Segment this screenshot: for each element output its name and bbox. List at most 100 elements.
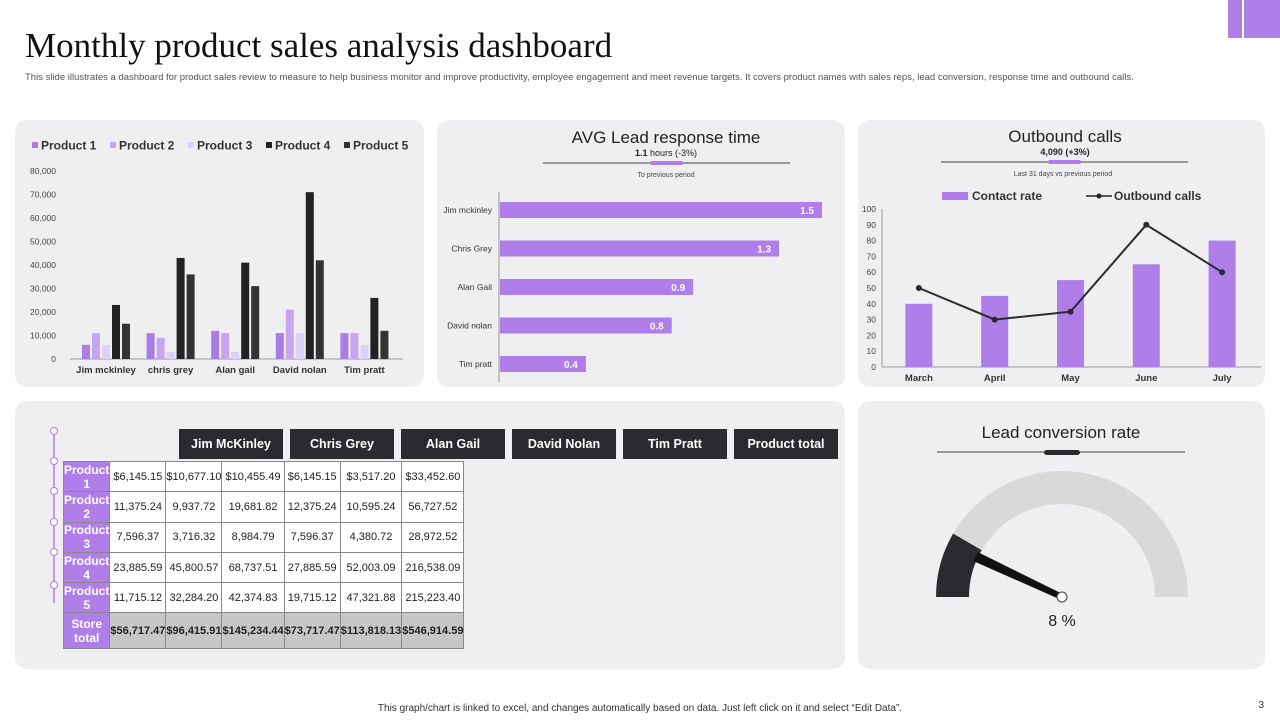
bar [1132, 264, 1160, 367]
bar [122, 323, 130, 359]
sales-by-rep-chart[interactable]: Product 1 Product 2 Product 3 Product 4 Prod… [15, 120, 424, 387]
bar [981, 295, 1009, 367]
table-cell[interactable]: 11,375.24 [109, 491, 167, 523]
row-header[interactable]: Store total [62, 612, 111, 650]
table-cell[interactable]: 216,538.09 [401, 551, 465, 584]
bar [500, 279, 694, 295]
outbound-calls-panel: Outbound calls 4,090 (+3%) Last 31 days vs… [858, 120, 1265, 387]
bar [102, 344, 110, 359]
table-cell[interactable]: 52,003.09 [339, 551, 403, 584]
y-tick-label: 60 [867, 267, 877, 277]
lead-conversion-panel: Lead conversion rate 8 % [858, 401, 1265, 669]
line-point [1219, 269, 1226, 276]
row-header[interactable]: Product 5 [62, 582, 111, 614]
table-cell[interactable]: $33,452.60 [401, 460, 465, 493]
table-cell[interactable]: 47,321.88 [339, 582, 403, 614]
legend-label: Outbound calls [1114, 189, 1202, 203]
table-cell[interactable]: 7,596.37 [283, 521, 341, 553]
table-cell[interactable]: 45,800.57 [165, 551, 223, 584]
table-cell[interactable]: 8,984.79 [221, 521, 285, 553]
row-header[interactable]: Product 2 [62, 491, 111, 523]
table-cell[interactable]: 11,715.12 [109, 582, 167, 614]
table-cell[interactable]: $6,145.15 [109, 460, 167, 493]
table-cell[interactable]: 27,885.59 [283, 551, 341, 584]
table-cell[interactable]: 32,284.20 [165, 582, 223, 614]
table-cell[interactable]: 7,596.37 [109, 521, 167, 553]
bar [340, 333, 349, 359]
row-header[interactable]: Product 3 [62, 521, 111, 553]
table-cell[interactable]: $10,677.10 [165, 460, 223, 493]
legend-label: Product 4 [275, 139, 331, 153]
gauge-title: Lead conversion rate [982, 423, 1141, 442]
line-point [1067, 308, 1074, 315]
table-cell[interactable]: 19,681.82 [221, 491, 285, 523]
table-cell[interactable]: 215,223.40 [401, 582, 465, 614]
y-tick-label: 50 [867, 283, 877, 293]
bar [221, 333, 230, 359]
title-divider-accent [1044, 450, 1080, 455]
table-row: Product 3 7,596.37 3,716.32 8,984.79 7,596.3… [62, 521, 465, 553]
table-cell[interactable]: 9,937.72 [165, 491, 223, 523]
y-tick-label: 90 [867, 220, 877, 230]
kpi-note: To previous period [637, 172, 694, 179]
page-number: 3 [1258, 700, 1264, 711]
x-tick-label: chris grey [148, 365, 194, 376]
row-header[interactable]: Product 4 [62, 551, 111, 584]
table-row: Product 2 11,375.24 9,937.72 19,681.82 12,37… [62, 491, 465, 523]
table-cell[interactable]: $96,415.91 [165, 612, 223, 650]
table-cell[interactable]: $10,455.49 [221, 460, 285, 493]
table-cell[interactable]: 56,727.52 [401, 491, 465, 523]
table-column-headers: Jim McKinley Chris Grey Alan Gail David … [179, 429, 845, 459]
legend-label: Product 5 [353, 139, 409, 153]
timeline-dot [50, 487, 58, 495]
table-cell[interactable]: $73,717.47 [283, 612, 341, 650]
table-cell[interactable]: 12,375.24 [283, 491, 341, 523]
table-cell[interactable]: $6,145.15 [283, 460, 341, 493]
table-cell[interactable]: $145,234.44 [221, 612, 285, 650]
table-total-row: Store total $56,717.47 $96,415.91 $145,234.… [62, 612, 465, 650]
table-cell[interactable]: $56,717.47 [109, 612, 167, 650]
lead-response-panel: AVG Lead response time 1.1 hours (-3%) To … [437, 120, 845, 387]
table-cell[interactable]: $546,914.59 [401, 612, 465, 650]
table-cell[interactable]: 28,972.52 [401, 521, 465, 553]
y-tick-label: 70,000 [30, 190, 56, 200]
table-cell[interactable]: 23,885.59 [109, 551, 167, 584]
y-tick-label: 60,000 [30, 213, 56, 223]
bar [275, 333, 284, 359]
table-cell[interactable]: 4,380.72 [339, 521, 403, 553]
table-cell[interactable]: 19,715.12 [283, 582, 341, 614]
column-header[interactable]: Product total [734, 429, 838, 459]
table-cell[interactable]: $113,818.13 [339, 612, 403, 650]
kpi-value: 1.1 hours (-3%) [635, 148, 697, 158]
y-tick-label: 0 [871, 362, 876, 372]
column-header[interactable]: David Nolan [512, 429, 616, 459]
column-header[interactable]: Tim Pratt [623, 429, 727, 459]
timeline-dot [50, 457, 58, 465]
table-cell[interactable]: 3,716.32 [165, 521, 223, 553]
y-tick-label: 0 [51, 354, 56, 364]
table-cell[interactable]: 68,737.51 [221, 551, 285, 584]
x-tick-label: May [1061, 373, 1080, 384]
x-tick-label: David nolan [273, 365, 327, 376]
data-label: 1.5 [800, 206, 814, 217]
bar [146, 333, 155, 359]
legend-marker [1096, 193, 1102, 199]
bar [305, 192, 314, 359]
data-label: 0.9 [671, 283, 685, 294]
bar [82, 344, 90, 359]
row-header[interactable]: Product 1 [62, 460, 111, 493]
bar [500, 356, 586, 372]
table-cell[interactable]: 10,595.24 [339, 491, 403, 523]
column-header[interactable]: Chris Grey [290, 429, 394, 459]
lead-conversion-gauge[interactable]: Lead conversion rate 8 % [858, 401, 1265, 669]
column-header[interactable]: Jim McKinley [179, 429, 283, 459]
table-cell[interactable]: $3,517.20 [339, 460, 403, 493]
table-cell[interactable]: 42,374.83 [221, 582, 285, 614]
kpi-value: 4,090 (+3%) [1040, 147, 1089, 157]
y-tick-label: 20,000 [30, 307, 56, 317]
column-header[interactable]: Alan Gail [401, 429, 505, 459]
gauge-needle [973, 552, 1064, 600]
bar [285, 309, 294, 359]
